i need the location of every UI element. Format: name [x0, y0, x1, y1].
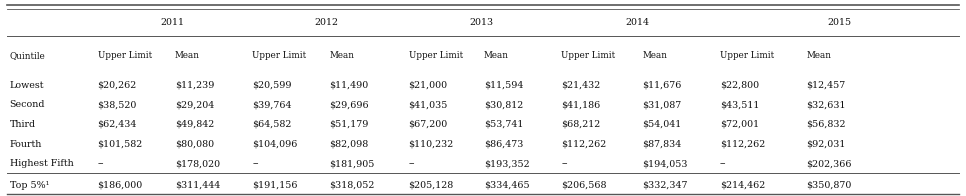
Text: 2012: 2012 — [315, 18, 338, 27]
Text: Upper Limit: Upper Limit — [720, 51, 774, 60]
Text: Highest Fifth: Highest Fifth — [10, 159, 73, 168]
Text: Upper Limit: Upper Limit — [409, 51, 463, 60]
Text: $49,842: $49,842 — [175, 120, 214, 129]
Text: $31,087: $31,087 — [642, 100, 682, 109]
Text: $11,594: $11,594 — [484, 81, 524, 90]
Text: $32,631: $32,631 — [807, 100, 846, 109]
Text: $82,098: $82,098 — [329, 140, 369, 149]
Text: $202,366: $202,366 — [807, 159, 852, 168]
Text: $51,179: $51,179 — [329, 120, 369, 129]
Text: $12,457: $12,457 — [807, 81, 846, 90]
Text: $350,870: $350,870 — [807, 181, 852, 190]
Text: $186,000: $186,000 — [98, 181, 143, 190]
Text: $178,020: $178,020 — [175, 159, 220, 168]
Text: $54,041: $54,041 — [642, 120, 682, 129]
Text: $21,432: $21,432 — [561, 81, 601, 90]
Text: $53,741: $53,741 — [484, 120, 524, 129]
Text: $67,200: $67,200 — [409, 120, 448, 129]
Text: Mean: Mean — [807, 51, 832, 60]
Text: $80,080: $80,080 — [175, 140, 214, 149]
Text: 2011: 2011 — [160, 18, 184, 27]
Text: 2015: 2015 — [827, 18, 851, 27]
Text: $193,352: $193,352 — [484, 159, 529, 168]
Text: Upper Limit: Upper Limit — [98, 51, 152, 60]
Text: $39,764: $39,764 — [252, 100, 292, 109]
Text: Upper Limit: Upper Limit — [252, 51, 306, 60]
Text: $206,568: $206,568 — [561, 181, 607, 190]
Text: Top 5%¹: Top 5%¹ — [10, 181, 49, 190]
Text: --: -- — [98, 159, 104, 168]
Text: $62,434: $62,434 — [98, 120, 137, 129]
Text: $194,053: $194,053 — [642, 159, 688, 168]
Text: $22,800: $22,800 — [720, 81, 759, 90]
Text: $110,232: $110,232 — [409, 140, 454, 149]
Text: $56,832: $56,832 — [807, 120, 846, 129]
Text: Mean: Mean — [484, 51, 509, 60]
Text: $41,186: $41,186 — [561, 100, 601, 109]
Text: $72,001: $72,001 — [720, 120, 759, 129]
Text: Second: Second — [10, 100, 45, 109]
Text: $334,465: $334,465 — [484, 181, 529, 190]
Text: --: -- — [561, 159, 568, 168]
Text: $318,052: $318,052 — [329, 181, 375, 190]
Text: Lowest: Lowest — [10, 81, 44, 90]
Text: 2013: 2013 — [469, 18, 493, 27]
Text: $332,347: $332,347 — [642, 181, 688, 190]
Text: $64,582: $64,582 — [252, 120, 292, 129]
Text: $101,582: $101,582 — [98, 140, 143, 149]
Text: --: -- — [409, 159, 415, 168]
Text: Fourth: Fourth — [10, 140, 43, 149]
Text: $104,096: $104,096 — [252, 140, 298, 149]
Text: $214,462: $214,462 — [720, 181, 765, 190]
Text: --: -- — [252, 159, 259, 168]
Text: Upper Limit: Upper Limit — [561, 51, 615, 60]
Text: $311,444: $311,444 — [175, 181, 220, 190]
Text: $20,599: $20,599 — [252, 81, 292, 90]
Text: $92,031: $92,031 — [807, 140, 846, 149]
Text: $38,520: $38,520 — [98, 100, 137, 109]
Text: Mean: Mean — [642, 51, 668, 60]
Text: $11,676: $11,676 — [642, 81, 682, 90]
Text: $191,156: $191,156 — [252, 181, 298, 190]
Text: 2014: 2014 — [626, 18, 649, 27]
Text: Quintile: Quintile — [10, 51, 45, 60]
Text: $205,128: $205,128 — [409, 181, 454, 190]
Text: $43,511: $43,511 — [720, 100, 759, 109]
Text: --: -- — [720, 159, 726, 168]
Text: $11,239: $11,239 — [175, 81, 214, 90]
Text: $87,834: $87,834 — [642, 140, 682, 149]
Text: $21,000: $21,000 — [409, 81, 448, 90]
Text: Third: Third — [10, 120, 36, 129]
Text: $20,262: $20,262 — [98, 81, 137, 90]
Text: $30,812: $30,812 — [484, 100, 524, 109]
Text: $68,212: $68,212 — [561, 120, 601, 129]
Text: Mean: Mean — [329, 51, 355, 60]
Text: $41,035: $41,035 — [409, 100, 448, 109]
Text: $86,473: $86,473 — [484, 140, 524, 149]
Text: $11,490: $11,490 — [329, 81, 369, 90]
Text: $29,204: $29,204 — [175, 100, 214, 109]
Text: Mean: Mean — [175, 51, 200, 60]
Text: $181,905: $181,905 — [329, 159, 375, 168]
Text: $112,262: $112,262 — [561, 140, 607, 149]
Text: $112,262: $112,262 — [720, 140, 765, 149]
Text: $29,696: $29,696 — [329, 100, 369, 109]
